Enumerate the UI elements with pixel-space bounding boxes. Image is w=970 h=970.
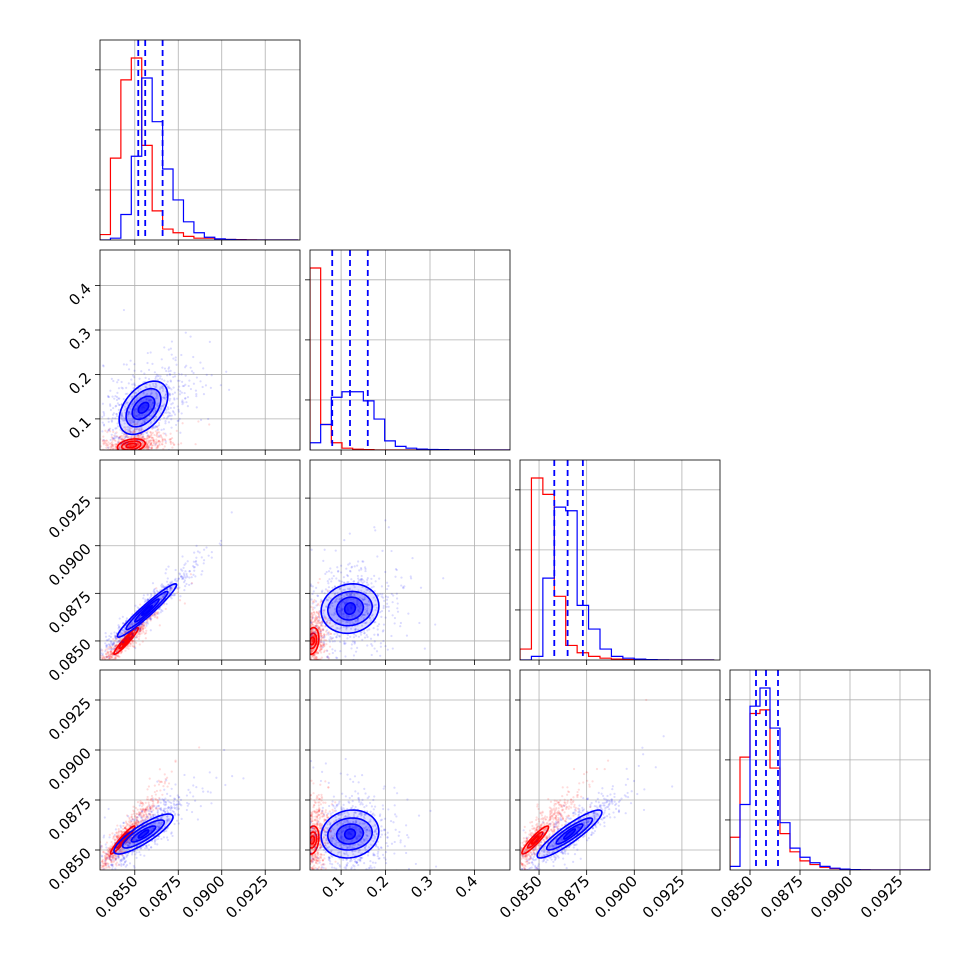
histogram-chain_a: [100, 57, 299, 240]
y-tick-label: 0.0875: [45, 794, 95, 844]
contour-chain_a: [310, 835, 316, 845]
y-tick-label: 0.0900: [45, 540, 95, 590]
panel-frame: [99, 459, 301, 661]
histogram-chain_b: [730, 687, 930, 870]
y-tick-label: 0.0925: [45, 694, 95, 744]
y-tick-label: 0.3: [65, 324, 95, 354]
y-tick-label: 0.2: [65, 369, 95, 399]
histogram-chain_a: [310, 267, 510, 450]
scatter-panel-1-0: 0.1 0.2 0.3 0.4: [65, 249, 301, 455]
histogram-chain_b: [310, 391, 510, 450]
x-tick-label: 0.0900: [179, 872, 229, 922]
x-tick-label: 0.0875: [757, 872, 807, 922]
panel-frame: [519, 459, 721, 661]
contour-chain_b: [140, 604, 154, 617]
x-tick-label: 0.3: [407, 872, 437, 902]
y-tick-label: 0.4: [65, 280, 95, 310]
contour-chain_b: [137, 829, 150, 839]
contour-chain_a: [310, 636, 316, 646]
histogram-chain_b: [520, 506, 715, 660]
contour-chain_a: [521, 825, 550, 855]
y-tick-label: 0.0900: [45, 744, 95, 794]
y-tick-label: 0.0925: [45, 492, 95, 542]
x-tick-label: 0.0900: [591, 872, 641, 922]
histogram-panel-1: [305, 249, 511, 455]
panel-frame: [309, 459, 511, 661]
contour-chain_a: [121, 636, 131, 646]
scatter-panel-2-1: [305, 459, 511, 665]
y-tick-label: 0.1: [65, 413, 95, 443]
histogram-chain_b: [100, 77, 299, 240]
contour-chain_b: [343, 602, 357, 616]
histogram-panel-3: 0.0850 0.0875 0.0900 0.0925: [707, 669, 931, 922]
panel-frame: [729, 669, 931, 871]
x-tick-label: 0.0850: [92, 872, 142, 922]
panel-frame: [519, 669, 721, 871]
x-tick-label: 0.1: [318, 872, 348, 902]
panel-frame: [99, 39, 301, 241]
scatter-panel-3-1: 0.1 0.2 0.3 0.4: [305, 669, 511, 902]
x-tick-label: 0.4: [452, 872, 482, 902]
panel-frame: [99, 249, 301, 451]
x-tick-label: 0.0875: [135, 872, 185, 922]
contour-chain_a: [530, 835, 540, 845]
histogram-chain_a: [730, 709, 930, 870]
x-tick-label: 0.0850: [496, 872, 546, 922]
histogram-panel-2: [515, 459, 721, 665]
x-tick-label: 0.0850: [707, 872, 757, 922]
x-tick-label: 0.0925: [857, 872, 907, 922]
x-tick-label: 0.2: [363, 872, 393, 902]
contour-chain_b: [562, 828, 577, 840]
panel-frame: [309, 669, 511, 871]
contour-chain_b: [137, 401, 150, 414]
histogram-chain_a: [520, 477, 715, 660]
contour-chain_a: [125, 442, 138, 449]
x-tick-label: 0.0925: [639, 872, 689, 922]
x-tick-label: 0.0900: [807, 872, 857, 922]
histogram-panel-0: [95, 39, 301, 245]
scatter-panel-3-0: 0.08500.08750.09000.09250.08500.08750.09…: [45, 669, 301, 922]
panel-frame: [99, 669, 301, 871]
x-tick-label: 0.0925: [222, 872, 272, 922]
y-tick-label: 0.0850: [45, 844, 95, 894]
x-tick-label: 0.0875: [544, 872, 594, 922]
contour-chain_b: [343, 828, 357, 840]
y-tick-label: 0.0875: [45, 587, 95, 637]
panel-frame: [309, 249, 511, 451]
y-tick-label: 0.0850: [45, 635, 95, 685]
